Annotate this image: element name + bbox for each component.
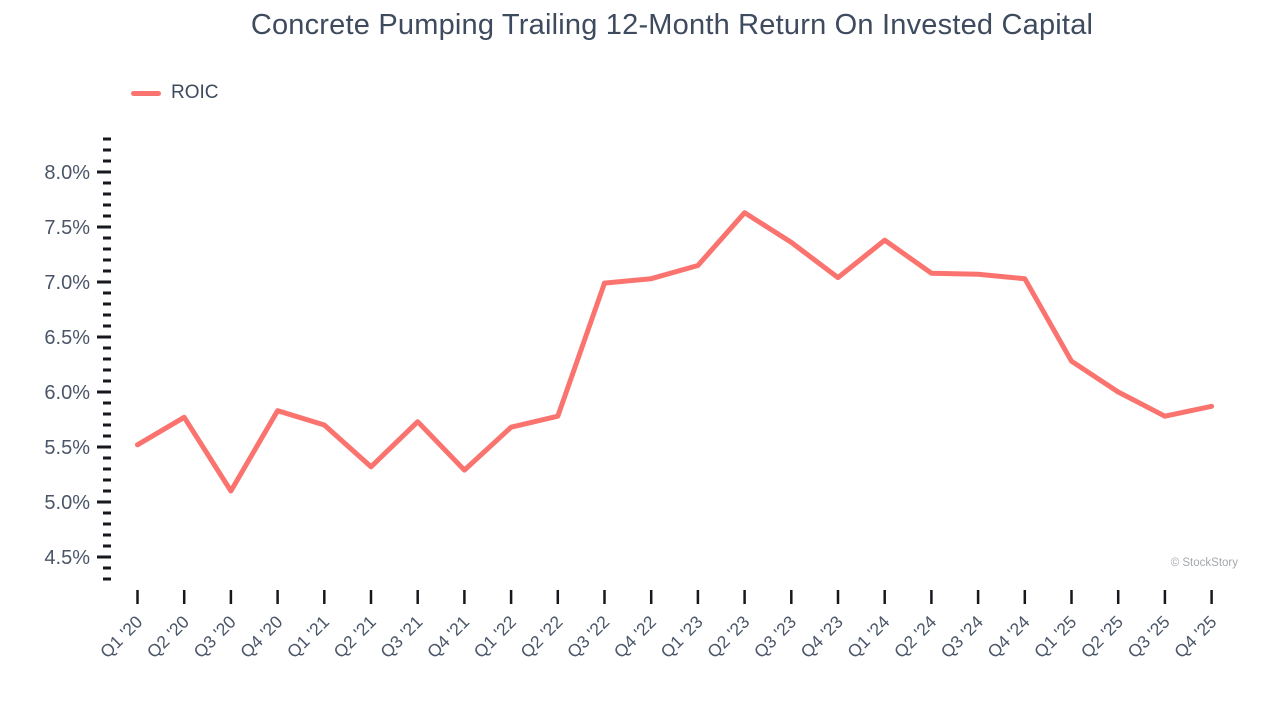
y-axis-label: 5.0% <box>44 492 90 514</box>
x-axis-label: Q2 '24 <box>890 611 940 661</box>
x-axis-label: Q4 '25 <box>1170 612 1220 662</box>
legend-line-swatch <box>131 90 161 96</box>
stockstory-watermark: © StockStory <box>1170 557 1238 569</box>
y-axis-label: 4.5% <box>44 547 90 569</box>
legend: ROIC <box>131 82 219 104</box>
x-axis-label: Q1 '21 <box>283 612 333 662</box>
x-axis-label: Q2 '21 <box>330 612 380 662</box>
x-axis-label: Q3 '22 <box>563 612 613 662</box>
x-axis-label: Q2 '23 <box>703 612 753 662</box>
x-axis-ticks <box>136 590 1213 604</box>
y-axis-label: 7.0% <box>44 272 90 294</box>
x-axis-label: Q1 '25 <box>1030 612 1080 662</box>
x-axis-label: Q4 '20 <box>236 611 286 661</box>
x-axis-label: Q2 '20 <box>143 611 193 661</box>
y-axis-label: 5.5% <box>44 437 90 459</box>
y-axis-label: 7.5% <box>44 217 90 239</box>
y-axis-label: 6.0% <box>44 382 90 404</box>
x-axis-label: Q3 '20 <box>190 611 240 661</box>
x-axis-label: Q3 '23 <box>750 612 800 662</box>
x-axis-label: Q2 '25 <box>1077 612 1127 662</box>
x-axis-label: Q3 '25 <box>1124 612 1174 662</box>
x-axis-label: Q3 '24 <box>937 611 987 661</box>
x-axis-label: Q4 '23 <box>797 612 847 662</box>
roic-line <box>135 210 1215 494</box>
y-axis-label: 6.5% <box>44 327 90 349</box>
chart-title: Concrete Pumping Trailing 12-Month Retur… <box>250 9 1094 41</box>
x-axis-label: Q1 '22 <box>470 612 520 662</box>
x-axis-label: Q3 '21 <box>376 612 426 662</box>
legend-label: ROIC <box>171 82 219 103</box>
x-axis-label: Q1 '24 <box>843 611 893 661</box>
y-axis-label: 8.0% <box>44 162 90 184</box>
x-axis-label: Q1 '23 <box>657 612 707 662</box>
x-axis-label: Q4 '24 <box>983 611 1033 661</box>
x-axis-label: Q4 '22 <box>610 612 660 662</box>
y-axis-ticks <box>97 137 111 581</box>
y-axis-labels: 8.0% 7.5% 7.0% 6.5% 6.0% 5.5% 5.0% 4.5% <box>44 162 90 569</box>
x-axis-label: Q4 '21 <box>423 612 473 662</box>
x-axis-label: Q1 '20 <box>96 611 146 661</box>
x-axis-label: Q2 '22 <box>516 612 566 662</box>
